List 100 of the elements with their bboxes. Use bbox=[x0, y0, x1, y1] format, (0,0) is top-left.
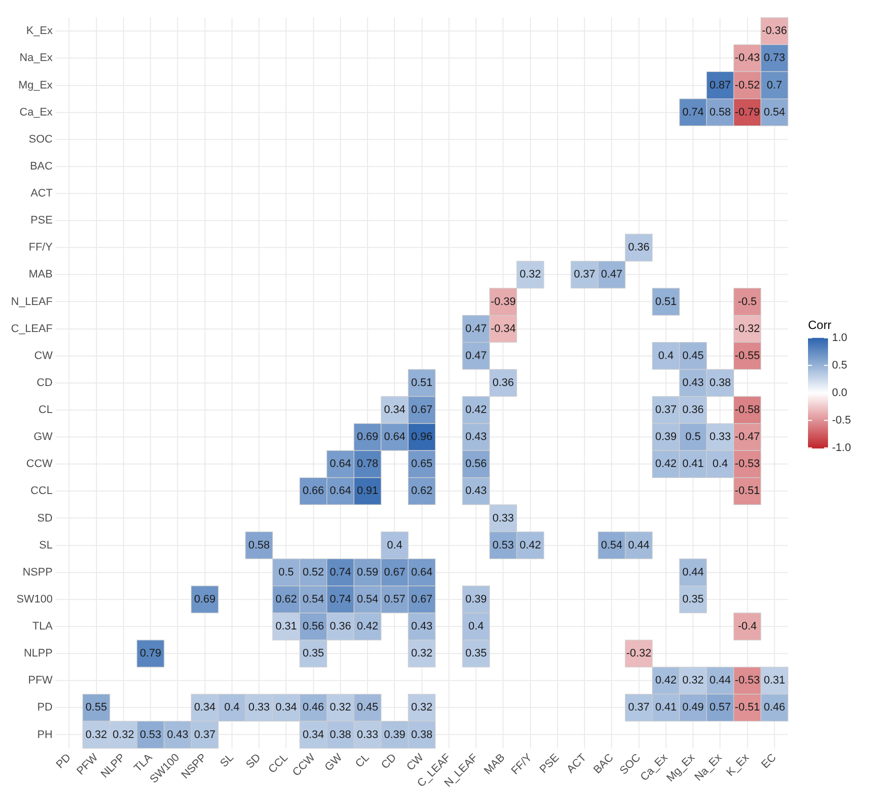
data-label: 0.43 bbox=[411, 620, 432, 633]
y-tick-label: CW bbox=[34, 350, 54, 362]
data-label: 0.69 bbox=[356, 431, 378, 444]
data-label: 0.46 bbox=[764, 702, 786, 714]
data-label: 0.47 bbox=[465, 350, 487, 362]
y-tick-label: SW100 bbox=[16, 593, 53, 606]
data-label: 0.74 bbox=[330, 566, 352, 578]
y-tick-label: SL bbox=[39, 539, 53, 552]
data-label: 0.37 bbox=[655, 404, 677, 416]
data-label: 0.43 bbox=[682, 376, 704, 389]
data-label: 0.67 bbox=[411, 593, 432, 606]
data-label: 0.32 bbox=[112, 728, 134, 741]
y-tick-label: TLA bbox=[32, 620, 54, 633]
data-label: 0.7 bbox=[766, 79, 782, 92]
y-tick-label: N_LEAF bbox=[10, 296, 53, 308]
data-label: -0.53 bbox=[734, 674, 760, 687]
data-label: 0.38 bbox=[330, 728, 352, 741]
data-label: 0.62 bbox=[411, 485, 432, 498]
data-label: 0.41 bbox=[655, 702, 677, 714]
data-label: 0.46 bbox=[302, 702, 324, 714]
data-label: 0.37 bbox=[574, 268, 596, 281]
data-label: 0.39 bbox=[655, 431, 677, 444]
data-label: -0.79 bbox=[734, 106, 760, 118]
y-tick-label: PD bbox=[37, 702, 53, 714]
data-label: 0.4 bbox=[712, 458, 728, 470]
data-label: 0.4 bbox=[387, 539, 402, 552]
data-label: 0.79 bbox=[140, 648, 162, 660]
data-label: 0.39 bbox=[465, 593, 487, 606]
data-label: 0.55 bbox=[86, 702, 107, 714]
data-label: -0.58 bbox=[734, 404, 760, 416]
data-label: -0.32 bbox=[626, 648, 652, 660]
data-label: 0.32 bbox=[682, 674, 704, 687]
data-label: 0.32 bbox=[86, 728, 107, 741]
color-bar-label: 1.0 bbox=[832, 332, 848, 344]
y-tick-label: K_Ex bbox=[26, 25, 54, 38]
data-label: 0.35 bbox=[302, 648, 324, 660]
data-label: 0.34 bbox=[194, 702, 216, 714]
data-label: 0.49 bbox=[682, 702, 704, 714]
data-label: 0.34 bbox=[384, 404, 406, 416]
data-label: -0.51 bbox=[734, 485, 760, 498]
data-label: 0.32 bbox=[411, 702, 432, 714]
data-label: -0.51 bbox=[734, 702, 760, 714]
y-tick-label: GW bbox=[34, 431, 54, 444]
data-label: 0.38 bbox=[411, 728, 432, 741]
data-label: -0.52 bbox=[734, 79, 760, 92]
data-label: 0.35 bbox=[682, 593, 704, 606]
data-label: 0.36 bbox=[682, 404, 704, 416]
data-label: 0.52 bbox=[302, 566, 324, 578]
data-label: 0.58 bbox=[248, 539, 270, 552]
x-tick-label: CD bbox=[379, 752, 399, 772]
data-label: 0.67 bbox=[384, 566, 406, 578]
data-label: 0.43 bbox=[166, 728, 188, 741]
y-tick-label: CCL bbox=[30, 485, 53, 498]
data-label: 0.45 bbox=[356, 702, 378, 714]
data-label: 0.33 bbox=[709, 431, 731, 444]
y-tick-label: Mg_Ex bbox=[18, 79, 54, 92]
data-label: 0.31 bbox=[275, 620, 297, 633]
x-tick-label: EC bbox=[759, 752, 779, 772]
data-label: 0.51 bbox=[411, 376, 432, 389]
data-label: 0.54 bbox=[600, 539, 622, 552]
x-tick-label: TLA bbox=[132, 751, 156, 774]
color-bar-label: -0.5 bbox=[832, 414, 851, 426]
data-label: 0.74 bbox=[682, 106, 704, 118]
data-label: -0.47 bbox=[734, 431, 760, 444]
data-label: 0.33 bbox=[492, 512, 514, 524]
color-bar-label: 0.0 bbox=[832, 386, 848, 399]
data-label: 0.39 bbox=[384, 728, 406, 741]
data-label: 0.56 bbox=[302, 620, 324, 633]
y-tick-label: PH bbox=[37, 728, 53, 741]
data-label: -0.53 bbox=[734, 458, 760, 470]
x-tick-label: GW bbox=[322, 751, 346, 774]
x-tick-label: CCL bbox=[266, 752, 290, 776]
data-label: 0.34 bbox=[275, 702, 297, 714]
data-label: 0.5 bbox=[278, 566, 294, 578]
y-tick-label: SD bbox=[37, 512, 53, 524]
y-tick-label: NSPP bbox=[22, 566, 53, 578]
y-tick-label: PFW bbox=[28, 674, 54, 687]
data-label: 0.73 bbox=[764, 52, 786, 64]
data-label: 0.43 bbox=[465, 431, 487, 444]
data-label: 0.64 bbox=[384, 431, 406, 444]
data-label: -0.34 bbox=[490, 322, 516, 335]
data-label: 0.57 bbox=[709, 702, 731, 714]
data-label: 0.58 bbox=[709, 106, 731, 118]
data-label: 0.42 bbox=[356, 620, 378, 633]
y-tick-label: CL bbox=[38, 404, 53, 416]
data-label: 0.42 bbox=[655, 674, 677, 687]
data-label: 0.47 bbox=[465, 322, 487, 335]
data-label: 0.66 bbox=[302, 485, 324, 498]
data-label: -0.4 bbox=[738, 620, 757, 633]
color-bar-label: 0.5 bbox=[832, 359, 848, 372]
data-label: 0.42 bbox=[655, 458, 677, 470]
data-label: -0.39 bbox=[490, 296, 516, 308]
x-tick-label: SL bbox=[218, 752, 236, 770]
data-label: 0.41 bbox=[682, 458, 704, 470]
data-label: 0.59 bbox=[356, 566, 378, 578]
data-label: 0.36 bbox=[492, 376, 514, 389]
data-label: 0.35 bbox=[465, 648, 487, 660]
data-label: 0.33 bbox=[356, 728, 378, 741]
data-label: 0.38 bbox=[709, 376, 731, 389]
data-label: 0.44 bbox=[682, 566, 704, 578]
